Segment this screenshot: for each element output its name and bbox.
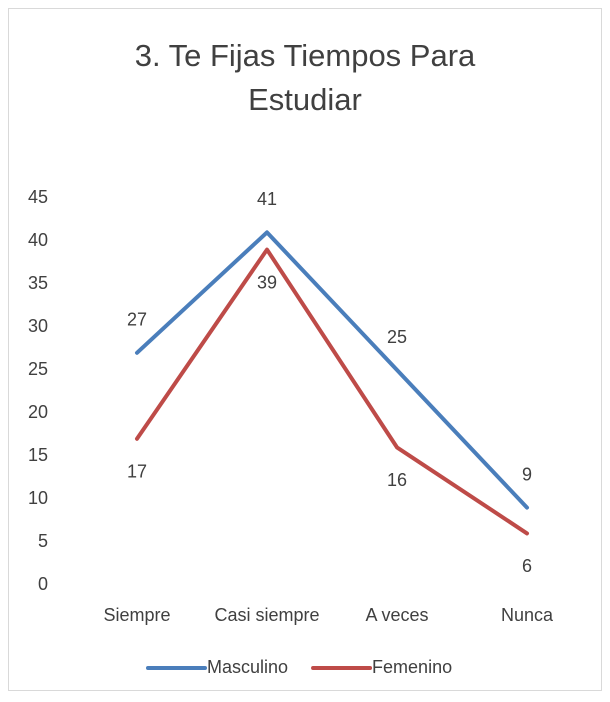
data-label: 16: [387, 470, 407, 490]
data-label: 41: [257, 189, 277, 209]
y-tick-label: 0: [38, 574, 48, 594]
y-tick-label: 5: [38, 531, 48, 551]
y-tick-label: 10: [28, 488, 48, 508]
y-tick-label: 20: [28, 402, 48, 422]
legend-label: Masculino: [207, 657, 288, 677]
data-label: 39: [257, 272, 277, 292]
y-tick-label: 25: [28, 359, 48, 379]
data-label: 27: [127, 310, 147, 330]
x-tick-label: Siempre: [103, 605, 170, 625]
y-tick-label: 35: [28, 273, 48, 293]
y-tick-label: 15: [28, 445, 48, 465]
data-label: 6: [522, 556, 532, 576]
data-label: 17: [127, 462, 147, 482]
legend-label: Femenino: [372, 657, 452, 677]
y-tick-label: 40: [28, 230, 48, 250]
x-tick-label: Casi siempre: [214, 605, 319, 625]
y-tick-label: 45: [28, 187, 48, 207]
series-line: [135, 230, 529, 510]
x-tick-label: Nunca: [501, 605, 554, 625]
data-label: 25: [387, 327, 407, 347]
chart-title: 3. Te Fijas Tiempos Para Estudiar: [134, 38, 476, 117]
y-tick-label: 30: [28, 316, 48, 336]
x-tick-label: A veces: [365, 605, 428, 625]
series-line: [135, 247, 529, 536]
data-label: 9: [522, 464, 532, 484]
chart-border: [8, 8, 602, 691]
